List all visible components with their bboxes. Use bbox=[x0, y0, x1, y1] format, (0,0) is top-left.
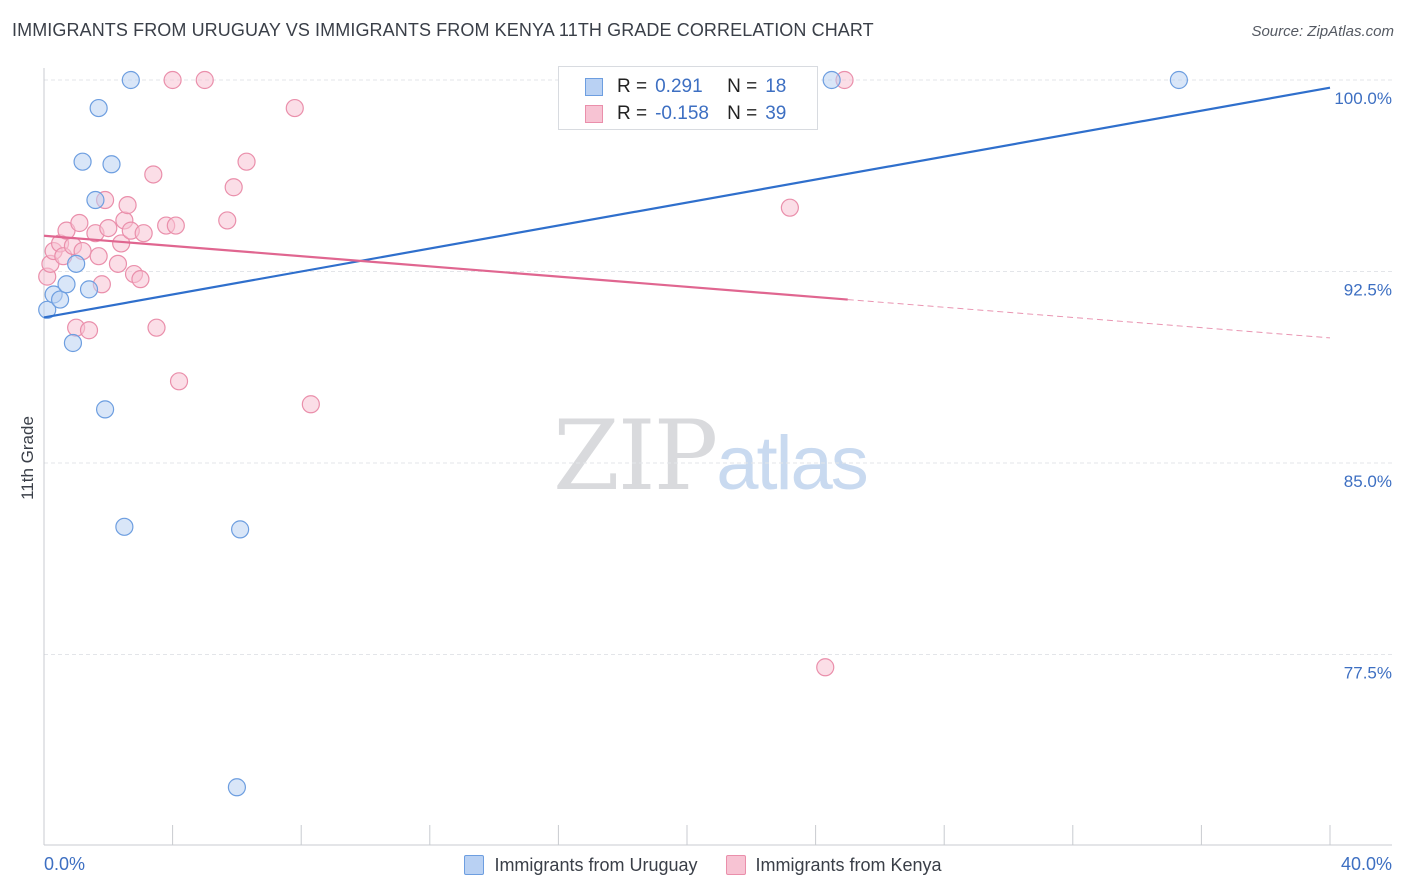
uruguay-point bbox=[89, 98, 108, 118]
series-legend: Immigrants from Uruguay Immigrants from … bbox=[0, 852, 1406, 878]
kenya-point bbox=[301, 395, 320, 414]
n-label: N = bbox=[727, 76, 758, 97]
uruguay-legend-swatch bbox=[464, 855, 485, 875]
uruguay-trend-line bbox=[43, 86, 1331, 319]
uruguay-point bbox=[57, 275, 76, 294]
n-value: 39 bbox=[765, 103, 787, 124]
uruguay-point bbox=[86, 190, 105, 210]
kenya-point bbox=[147, 318, 166, 337]
uruguay-point bbox=[822, 70, 841, 90]
kenya-point bbox=[780, 198, 799, 217]
uruguay-point bbox=[67, 254, 86, 273]
kenya-point bbox=[195, 70, 214, 90]
uruguay-point bbox=[102, 155, 121, 174]
uruguay-point bbox=[231, 520, 250, 539]
r-value: 0.291 bbox=[655, 76, 703, 97]
kenya-legend-swatch bbox=[725, 855, 746, 875]
kenya-point bbox=[134, 224, 153, 243]
r-value: -0.158 bbox=[655, 103, 709, 124]
kenya-trend-extension bbox=[847, 299, 1331, 339]
legend-label-kenya: Immigrants from Kenya bbox=[755, 854, 942, 875]
source-credit: Source: ZipAtlas.com bbox=[1251, 23, 1394, 40]
y-tick-label: 92.5% bbox=[1344, 281, 1392, 300]
uruguay-point bbox=[227, 778, 246, 797]
kenya-point bbox=[218, 211, 237, 230]
kenya-point bbox=[237, 152, 256, 171]
uruguay-point bbox=[95, 400, 115, 419]
legend-row-uruguay: R = 0.291 N = 18 bbox=[585, 74, 786, 100]
r-label: R = bbox=[617, 76, 648, 97]
uruguay-point bbox=[1169, 70, 1188, 90]
kenya-point bbox=[285, 98, 304, 118]
uruguay-point bbox=[79, 280, 99, 299]
kenya-point bbox=[89, 247, 108, 266]
x-tick-label: 0.0% bbox=[44, 854, 85, 874]
uruguay-point bbox=[121, 70, 140, 90]
kenya-point bbox=[144, 165, 163, 184]
kenya-point bbox=[70, 213, 89, 233]
y-tick-label: 85.0% bbox=[1344, 472, 1392, 491]
kenya-point bbox=[99, 218, 118, 238]
y-tick-label: 77.5% bbox=[1344, 664, 1392, 683]
uruguay-point bbox=[115, 517, 134, 536]
kenya-point bbox=[108, 254, 128, 273]
uruguay-point bbox=[38, 300, 57, 319]
chart-title: IMMIGRANTS FROM URUGUAY VS IMMIGRANTS FR… bbox=[12, 20, 874, 40]
uruguay-point bbox=[73, 152, 92, 171]
uruguay-point bbox=[50, 290, 70, 309]
uruguay-point bbox=[63, 333, 83, 353]
x-tick-label: 40.0% bbox=[1341, 854, 1392, 874]
kenya-point bbox=[118, 196, 137, 215]
y-tick-label: 100.0% bbox=[1334, 89, 1392, 108]
kenya-point bbox=[163, 70, 182, 90]
kenya-point bbox=[166, 216, 185, 235]
kenya-swatch bbox=[585, 105, 603, 123]
kenya-point bbox=[169, 372, 189, 391]
kenya-point bbox=[224, 178, 243, 197]
legend-item-uruguay[interactable]: Immigrants from Uruguay bbox=[464, 854, 698, 876]
kenya-trend-line bbox=[43, 234, 848, 301]
y-axis-label: 11th Grade bbox=[18, 416, 37, 500]
n-label: N = bbox=[727, 103, 758, 124]
correlation-legend: R = 0.291 N = 18 R = -0.158 N = 39 bbox=[558, 66, 818, 130]
watermark-zip: ZIP bbox=[553, 400, 718, 512]
kenya-point bbox=[131, 270, 150, 289]
legend-item-kenya[interactable]: Immigrants from Kenya bbox=[725, 854, 942, 876]
kenya-point bbox=[79, 321, 99, 340]
n-value: 18 bbox=[765, 76, 787, 97]
kenya-point bbox=[816, 658, 835, 677]
r-label: R = bbox=[617, 103, 648, 124]
uruguay-swatch bbox=[585, 78, 603, 96]
legend-label-uruguay: Immigrants from Uruguay bbox=[494, 854, 698, 875]
legend-row-kenya: R = -0.158 N = 39 bbox=[585, 101, 786, 127]
